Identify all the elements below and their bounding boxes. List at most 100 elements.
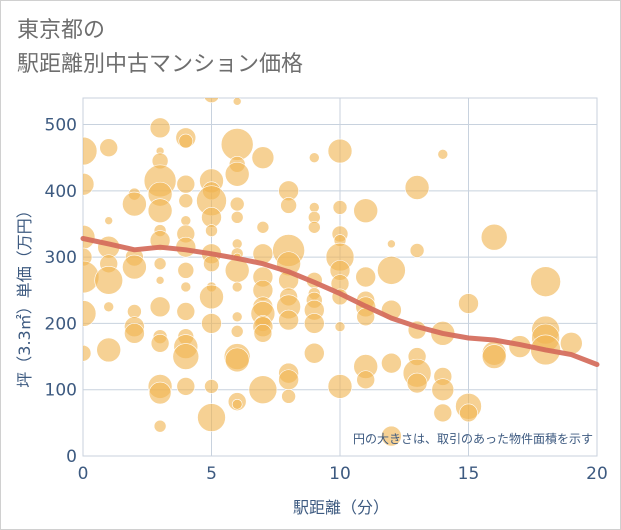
size-note: 円の大きさは、取引のあった物件面積を示す bbox=[353, 431, 593, 446]
y-tick-label: 400 bbox=[45, 182, 77, 202]
chart-title: 東京都の 駅距離別中古マンション価格 bbox=[17, 14, 303, 82]
bubble-point bbox=[127, 304, 142, 319]
bubble-point bbox=[281, 389, 296, 404]
bubble-point bbox=[83, 172, 95, 196]
bubble-point bbox=[481, 344, 507, 369]
bubble-point bbox=[307, 220, 321, 234]
bubble-point bbox=[308, 202, 320, 213]
chart-title-line-1: 東京都の bbox=[17, 18, 106, 43]
bubble-point bbox=[356, 370, 376, 390]
bubble-point bbox=[355, 266, 377, 288]
bubble-point bbox=[308, 152, 320, 163]
y-axis-label: 坪（3.3㎡）単価（万円） bbox=[15, 202, 34, 387]
x-axis-label: 駅距離（分） bbox=[293, 498, 389, 517]
bubble-point bbox=[253, 324, 273, 343]
x-tick-label: 5 bbox=[206, 464, 217, 484]
bubble-point bbox=[180, 215, 192, 226]
bubble-point bbox=[230, 211, 244, 224]
x-tick-label: 15 bbox=[458, 464, 480, 484]
bubble-point bbox=[381, 352, 402, 374]
bubble-point bbox=[280, 197, 297, 214]
bubble-point bbox=[381, 425, 402, 447]
bubble-point bbox=[248, 375, 278, 405]
x-tick-label: 20 bbox=[586, 464, 608, 484]
bubble-point bbox=[431, 378, 455, 402]
bubble-point bbox=[251, 146, 275, 169]
tick-labels: 0 100 200 300 400 500 0 5 10 15 20 bbox=[45, 116, 608, 484]
bubble-point bbox=[206, 75, 218, 87]
bubble-point bbox=[176, 302, 196, 321]
bubble-point bbox=[278, 369, 299, 391]
bubble-point bbox=[150, 333, 170, 353]
x-tick-label: 10 bbox=[329, 464, 351, 484]
bubble-point bbox=[104, 216, 113, 225]
bubble-point bbox=[147, 198, 173, 224]
bubble-point bbox=[155, 276, 165, 285]
bubble-point bbox=[199, 284, 224, 310]
bubble-point bbox=[83, 300, 97, 327]
bubble-point bbox=[530, 266, 561, 297]
bubble-point bbox=[334, 321, 346, 333]
bubble-point bbox=[178, 133, 194, 149]
bubble-point bbox=[103, 301, 114, 313]
bubble-point bbox=[327, 374, 353, 399]
trend-line-group bbox=[80, 236, 600, 367]
bubble-point bbox=[231, 238, 243, 250]
y-tick-label: 200 bbox=[45, 314, 77, 334]
bubble-point bbox=[172, 343, 200, 370]
bubble-point bbox=[99, 138, 118, 158]
bubble-point bbox=[377, 256, 406, 285]
bubble-point bbox=[124, 323, 145, 344]
bubble-point bbox=[229, 196, 245, 212]
bubble-point bbox=[332, 200, 348, 215]
bubble-point bbox=[303, 342, 325, 364]
trend-line bbox=[80, 236, 600, 367]
bubble-point bbox=[96, 337, 121, 363]
bubble-point bbox=[122, 254, 147, 280]
bubble-point bbox=[231, 281, 243, 293]
bubble-point bbox=[278, 309, 299, 331]
bubble-point bbox=[149, 117, 171, 139]
y-tick-label: 500 bbox=[45, 116, 77, 136]
bubble-point bbox=[149, 296, 171, 318]
bubble-point bbox=[231, 311, 243, 323]
bubble-point bbox=[153, 257, 167, 271]
bubble-point bbox=[197, 403, 226, 432]
y-tick-label: 300 bbox=[45, 248, 77, 268]
bubble-point bbox=[205, 224, 218, 237]
bubble-point bbox=[459, 403, 478, 423]
bubble-point bbox=[353, 198, 379, 224]
bubble-point bbox=[83, 136, 98, 166]
bubble-point bbox=[256, 220, 270, 234]
bubble-point bbox=[404, 175, 430, 200]
bubble-point bbox=[230, 325, 244, 338]
y-tick-label: 100 bbox=[45, 381, 77, 401]
bubble-point bbox=[327, 138, 353, 164]
bubble-point bbox=[224, 347, 250, 373]
bubble-point bbox=[203, 255, 220, 273]
bubble-point bbox=[480, 223, 508, 251]
bubble-point bbox=[387, 239, 396, 249]
bubble-point bbox=[122, 191, 147, 217]
bubble-point bbox=[303, 313, 325, 334]
bubble-point bbox=[220, 128, 254, 161]
bubble-point bbox=[458, 293, 479, 314]
x-tick-label: 0 bbox=[78, 464, 89, 484]
bubble-point bbox=[176, 377, 196, 396]
bubble-point bbox=[148, 381, 172, 405]
bubble-point bbox=[83, 344, 92, 362]
bubble-point bbox=[232, 98, 242, 106]
bubble-point bbox=[203, 98, 220, 103]
bubble-point bbox=[94, 266, 123, 295]
bubble-point bbox=[180, 281, 192, 293]
bubble-point bbox=[178, 193, 194, 209]
bubble-point bbox=[437, 149, 449, 160]
bubble-point bbox=[204, 379, 219, 394]
bubble-point bbox=[153, 419, 167, 433]
bubble-point bbox=[177, 262, 195, 279]
y-tick-label: 0 bbox=[66, 447, 77, 467]
bubbles bbox=[83, 75, 583, 447]
bubble-point bbox=[231, 398, 243, 410]
bubble-point bbox=[201, 313, 222, 334]
